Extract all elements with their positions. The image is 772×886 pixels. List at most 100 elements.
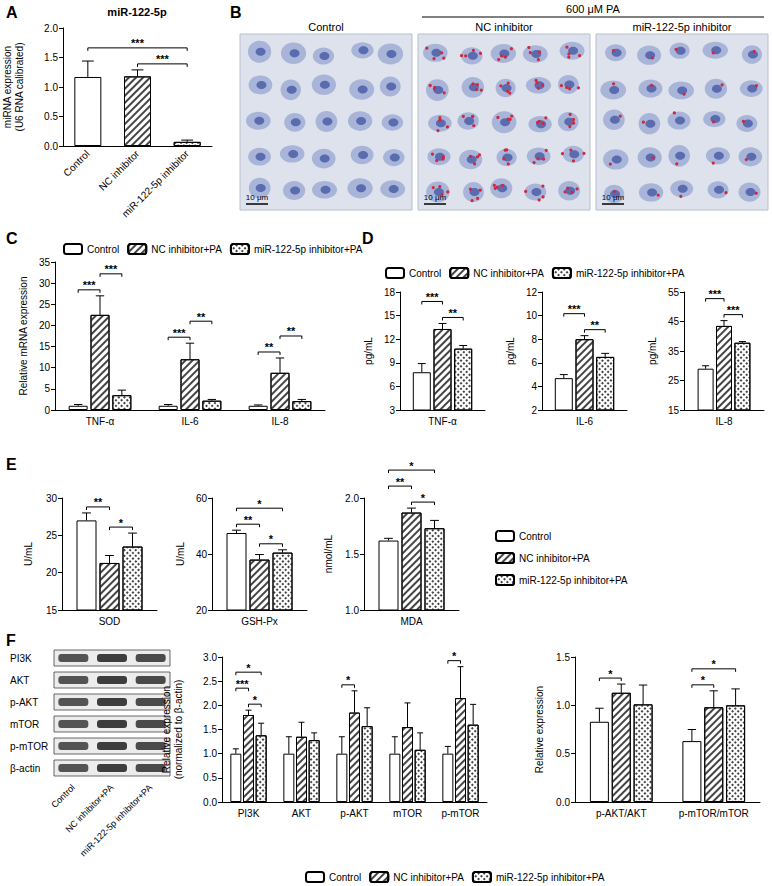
svg-text:5: 5 [44, 383, 50, 394]
svg-text:*: * [409, 460, 414, 472]
svg-text:**: ** [591, 319, 600, 331]
svg-text:1.0: 1.0 [556, 700, 570, 711]
svg-text:D: D [362, 230, 374, 247]
svg-text:miR-122-5p inhibitor+PA: miR-122-5p inhibitor+PA [496, 872, 605, 883]
svg-text:B: B [230, 4, 242, 21]
svg-text:(U6 RNA calibrated): (U6 RNA calibrated) [14, 43, 25, 132]
svg-text:45: 45 [668, 316, 680, 327]
svg-text:MDA: MDA [400, 616, 423, 627]
svg-text:1.5: 1.5 [44, 52, 58, 63]
svg-text:1.5: 1.5 [556, 652, 570, 663]
svg-text:*: * [269, 533, 274, 545]
svg-text:Control: Control [329, 872, 361, 883]
svg-text:20: 20 [39, 320, 51, 331]
svg-text:mTOR: mTOR [393, 808, 422, 819]
svg-text:miR-122-5p inhibitor+PA: miR-122-5p inhibitor+PA [519, 575, 628, 586]
svg-text:55: 55 [668, 287, 680, 298]
svg-text:Control: Control [409, 268, 441, 279]
svg-text:Control: Control [519, 531, 551, 542]
svg-text:***: *** [708, 288, 722, 300]
svg-text:nmol/mL: nmol/mL [323, 534, 334, 573]
svg-text:18: 18 [384, 287, 396, 298]
svg-text:4: 4 [531, 381, 537, 392]
svg-text:2: 2 [531, 405, 537, 416]
svg-text:NC inhibitor: NC inhibitor [97, 148, 142, 193]
svg-text:AKT: AKT [292, 808, 311, 819]
svg-text:1.5: 1.5 [345, 549, 359, 560]
svg-text:60: 60 [196, 493, 208, 504]
svg-text:*: * [119, 517, 124, 529]
svg-text:PI3K: PI3K [10, 653, 32, 664]
svg-text:***: *** [236, 678, 250, 690]
svg-text:E: E [6, 456, 17, 473]
svg-text:IL-6: IL-6 [576, 416, 594, 427]
svg-text:miR-122-5p inhibitor+PA: miR-122-5p inhibitor+PA [576, 268, 685, 279]
svg-text:10 μm: 10 μm [602, 193, 625, 202]
svg-text:*: * [712, 658, 717, 670]
svg-text:F: F [6, 632, 16, 649]
svg-text:mTOR: mTOR [10, 719, 39, 730]
svg-text:0.0: 0.0 [44, 141, 58, 152]
svg-text:2.0: 2.0 [203, 700, 217, 711]
svg-text:Control: Control [308, 21, 343, 33]
svg-text:2.0: 2.0 [44, 23, 58, 34]
svg-text:**: ** [265, 341, 274, 353]
svg-text:NC inhibitor+PA: NC inhibitor+PA [519, 553, 590, 564]
svg-text:0.5: 0.5 [556, 748, 570, 759]
svg-text:3.0: 3.0 [203, 652, 217, 663]
svg-text:0.5: 0.5 [203, 772, 217, 783]
svg-text:***: *** [156, 53, 170, 65]
svg-text:β-actin: β-actin [10, 763, 40, 774]
svg-text:p-mTOR: p-mTOR [10, 741, 48, 752]
svg-text:pg/mL: pg/mL [505, 337, 516, 365]
svg-text:TNF-α: TNF-α [428, 416, 457, 427]
svg-text:10 μm: 10 μm [424, 193, 447, 202]
svg-text:NC inhibitor: NC inhibitor [475, 21, 533, 33]
svg-text:1.0: 1.0 [345, 605, 359, 616]
svg-text:25: 25 [39, 299, 51, 310]
svg-text:25: 25 [46, 530, 58, 541]
svg-text:15: 15 [384, 310, 396, 321]
svg-text:10: 10 [526, 310, 538, 321]
svg-text:pg/mL: pg/mL [647, 337, 658, 365]
svg-text:Relative mRNA expression: Relative mRNA expression [18, 277, 29, 396]
svg-text:**: ** [197, 311, 206, 323]
svg-text:15: 15 [668, 405, 680, 416]
svg-text:2.0: 2.0 [345, 493, 359, 504]
svg-text:8: 8 [531, 334, 537, 345]
svg-text:IL-6: IL-6 [181, 416, 199, 427]
svg-text:1.0: 1.0 [44, 82, 58, 93]
svg-text:miR-122-5p inhibitor: miR-122-5p inhibitor [632, 21, 731, 33]
svg-text:A: A [6, 4, 18, 21]
svg-text:miR-122-5p inhibitor+PA: miR-122-5p inhibitor+PA [78, 782, 154, 858]
svg-text:miR-122-5p inhibitor: miR-122-5p inhibitor [120, 148, 192, 220]
svg-text:10 μm: 10 μm [246, 193, 269, 202]
svg-text:35: 35 [668, 346, 680, 357]
svg-text:pg/mL: pg/mL [363, 337, 374, 365]
svg-text:6: 6 [389, 381, 395, 392]
svg-text:NC inhibitor+PA: NC inhibitor+PA [393, 872, 464, 883]
svg-text:p-AKT: p-AKT [340, 808, 368, 819]
svg-text:25: 25 [668, 375, 680, 386]
svg-text:*: * [701, 674, 706, 686]
svg-text:***: *** [568, 303, 582, 315]
svg-text:35: 35 [39, 257, 51, 268]
svg-text:p-mTOR: p-mTOR [441, 808, 479, 819]
svg-text:20: 20 [46, 567, 58, 578]
svg-text:12: 12 [384, 334, 396, 345]
svg-text:0.0: 0.0 [556, 797, 570, 808]
svg-text:***: *** [131, 37, 145, 49]
svg-text:miR-122-5p inhibitor+PA: miR-122-5p inhibitor+PA [254, 244, 363, 255]
svg-text:**: ** [396, 476, 405, 488]
svg-text:p-AKT/AKT: p-AKT/AKT [596, 808, 647, 819]
svg-text:15: 15 [39, 341, 51, 352]
svg-text:0: 0 [44, 405, 50, 416]
svg-text:***: *** [426, 291, 440, 303]
svg-text:0.5: 0.5 [44, 111, 58, 122]
svg-text:*: * [452, 650, 457, 662]
svg-text:U/mL: U/mL [23, 542, 34, 566]
svg-text:20: 20 [196, 605, 208, 616]
svg-text:10: 10 [39, 362, 51, 373]
svg-text:*: * [346, 674, 351, 686]
svg-text:600 μM PA: 600 μM PA [566, 3, 620, 15]
